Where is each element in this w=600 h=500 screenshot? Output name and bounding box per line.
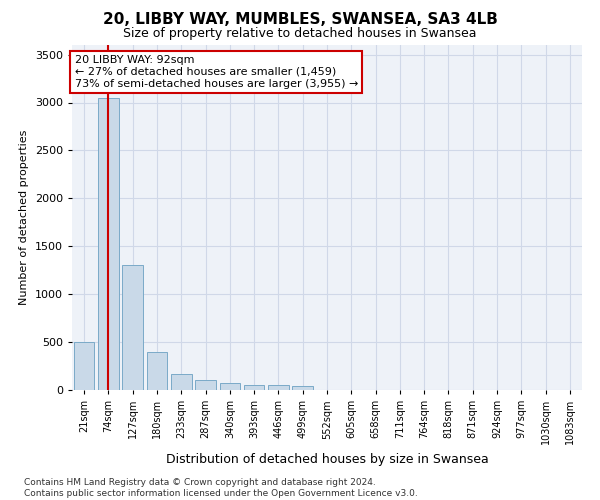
Bar bbox=[244, 384, 265, 390]
Text: Size of property relative to detached houses in Swansea: Size of property relative to detached ho… bbox=[123, 28, 477, 40]
Bar bbox=[195, 380, 216, 390]
Text: 20 LIBBY WAY: 92sqm
← 27% of detached houses are smaller (1,459)
73% of semi-det: 20 LIBBY WAY: 92sqm ← 27% of detached ho… bbox=[74, 56, 358, 88]
Bar bbox=[268, 385, 289, 390]
Bar bbox=[74, 342, 94, 390]
X-axis label: Distribution of detached houses by size in Swansea: Distribution of detached houses by size … bbox=[166, 452, 488, 466]
Text: Contains HM Land Registry data © Crown copyright and database right 2024.
Contai: Contains HM Land Registry data © Crown c… bbox=[24, 478, 418, 498]
Bar bbox=[171, 374, 191, 390]
Bar bbox=[98, 98, 119, 390]
Y-axis label: Number of detached properties: Number of detached properties bbox=[19, 130, 29, 305]
Bar bbox=[220, 384, 240, 390]
Text: 20, LIBBY WAY, MUMBLES, SWANSEA, SA3 4LB: 20, LIBBY WAY, MUMBLES, SWANSEA, SA3 4LB bbox=[103, 12, 497, 28]
Bar bbox=[122, 266, 143, 390]
Bar bbox=[146, 352, 167, 390]
Bar bbox=[292, 386, 313, 390]
